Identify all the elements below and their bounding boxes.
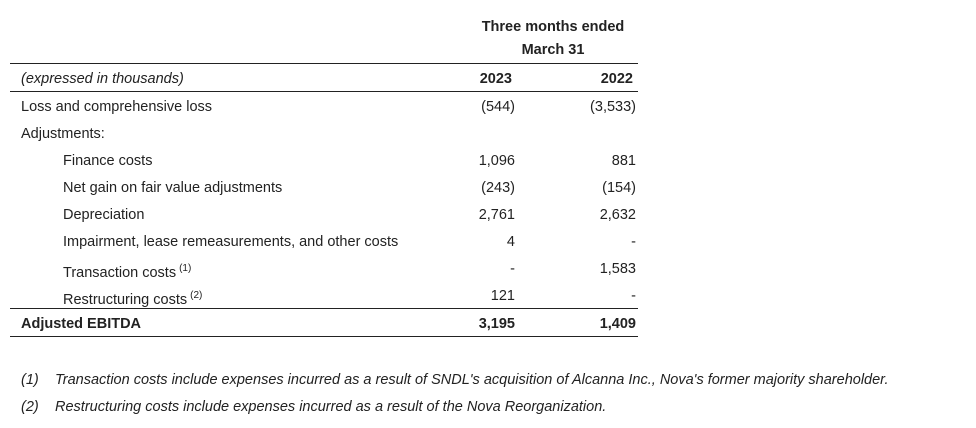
cell-value: (3,533)	[590, 99, 636, 115]
cell-value: 2,761	[478, 207, 515, 223]
label-text: Net gain on fair value adjustments	[63, 180, 283, 196]
cell-value: 1,409	[599, 316, 636, 332]
cell-value: -	[631, 234, 636, 250]
section-label: Adjustments:	[21, 126, 105, 142]
row-label: Depreciation	[63, 206, 144, 224]
footnote-text: Restructuring costs include expenses inc…	[55, 399, 607, 415]
label-text: Loss and comprehensive loss	[21, 99, 213, 115]
label-text: Adjusted EBITDA	[21, 316, 142, 332]
label-text: Finance costs	[63, 153, 153, 169]
row-label: Net gain on fair value adjustments	[63, 179, 282, 197]
label-text: Impairment, lease remeasurements, and ot…	[63, 234, 399, 250]
footnote-marker: (1)	[21, 372, 39, 388]
cell-value: (243)	[481, 180, 515, 196]
label-text: Restructuring costs	[63, 292, 188, 308]
row-label: Finance costs	[63, 152, 152, 170]
rule	[10, 91, 638, 92]
footnote-ref: (2)	[190, 290, 203, 301]
rule	[10, 63, 638, 64]
footnote-text: Transaction costs include expenses incur…	[55, 372, 889, 388]
rule	[10, 308, 638, 309]
row-label: Loss and comprehensive loss	[21, 98, 212, 116]
footnote-ref: (1)	[179, 263, 192, 274]
column-header: 2023	[479, 71, 512, 87]
row-label: Transaction costs (1)	[63, 260, 191, 282]
cell-value: 4	[506, 234, 515, 250]
unit-label: (expressed in thousands)	[21, 71, 184, 87]
date-header: March 31	[521, 42, 585, 58]
row-label: Adjusted EBITDA	[21, 315, 141, 333]
cell-value: -	[510, 261, 515, 277]
row-label: Restructuring costs (2)	[63, 287, 202, 309]
cell-value: 3,195	[478, 316, 515, 332]
footnote-marker: (2)	[21, 399, 39, 415]
label-text: Depreciation	[63, 207, 145, 223]
cell-value: (154)	[602, 180, 636, 196]
cell-value: 121	[490, 288, 515, 304]
period-header: Three months ended	[481, 19, 625, 35]
column-header: 2022	[600, 71, 633, 87]
cell-value: 2,632	[599, 207, 636, 223]
cell-value: 1,583	[599, 261, 636, 277]
cell-value: 1,096	[478, 153, 515, 169]
cell-value: -	[631, 288, 636, 304]
cell-value: 881	[611, 153, 636, 169]
label-text: Transaction costs	[63, 265, 177, 281]
row-label: Impairment, lease remeasurements, and ot…	[63, 233, 398, 251]
rule	[10, 336, 638, 337]
cell-value: (544)	[481, 99, 515, 115]
